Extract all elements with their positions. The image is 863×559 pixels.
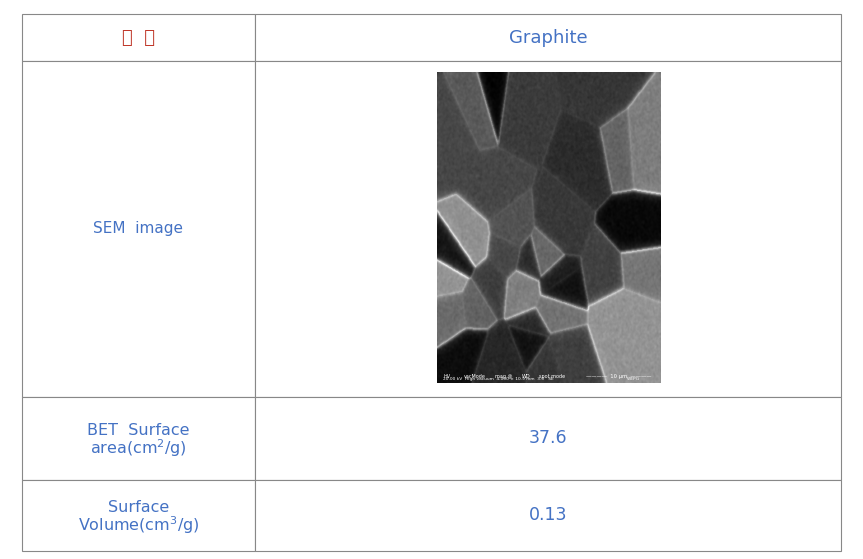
Text: 20.00 kV  High vacuum  4,000 × 10.9 mm  3.0   SE: 20.00 kV High vacuum 4,000 × 10.9 mm 3.0… [444, 377, 554, 381]
Text: HV: HV [444, 374, 450, 379]
Text: WD: WD [521, 374, 530, 379]
Text: spot mode: spot mode [539, 374, 565, 379]
Text: WEPG: WEPG [627, 377, 639, 381]
Bar [255, 396, 841, 480]
Text: mag @: mag @ [494, 374, 513, 379]
Text: Volume(cm$^3$/g): Volume(cm$^3$/g) [78, 514, 199, 536]
Text: 구  분: 구 분 [122, 29, 154, 46]
Text: 37.6: 37.6 [529, 429, 568, 447]
Bar [22, 14, 255, 61]
Text: SEM  image: SEM image [93, 221, 184, 236]
Bar [255, 61, 841, 396]
Text: Surface: Surface [108, 500, 169, 515]
Bar [255, 14, 841, 61]
Bar [22, 480, 255, 551]
Text: 0.13: 0.13 [529, 506, 568, 524]
Bar [22, 396, 255, 480]
Text: BET  Surface: BET Surface [87, 423, 190, 438]
Text: Graphite: Graphite [509, 29, 588, 46]
Text: vacMode: vacMode [463, 374, 485, 379]
Text: ————  10 μm  ————: ———— 10 μm ———— [586, 374, 652, 379]
Text: area(cm$^2$/g): area(cm$^2$/g) [90, 437, 186, 459]
Bar [22, 61, 255, 396]
Bar [255, 480, 841, 551]
